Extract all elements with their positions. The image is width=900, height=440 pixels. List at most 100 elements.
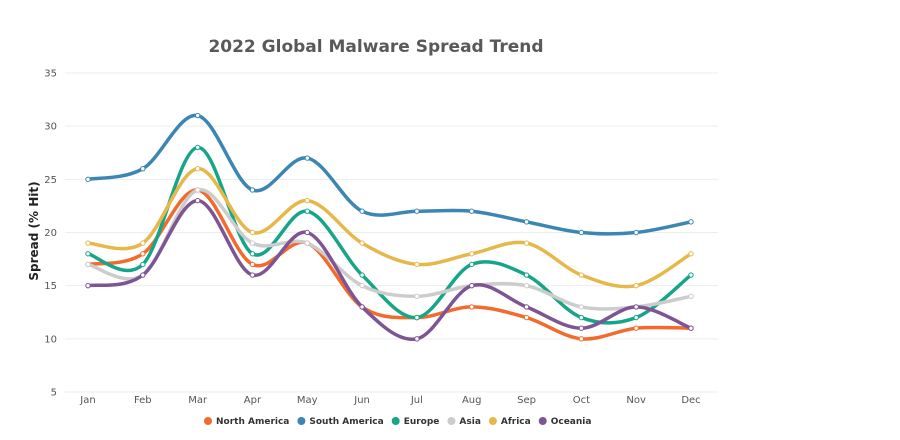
data-point: [249, 240, 256, 246]
data-point: [578, 272, 585, 278]
series-line-asia: [86, 188, 693, 311]
x-tick-label: May: [297, 395, 318, 406]
legend-item: Oceania: [538, 417, 592, 427]
data-point: [523, 282, 530, 289]
data-point: [688, 325, 694, 331]
data-point: [304, 229, 310, 236]
x-tick-label: Jul: [410, 395, 423, 406]
data-point: [359, 208, 365, 214]
legend: North America South America Europe Asia Afri…: [204, 417, 591, 427]
data-point: [85, 176, 91, 183]
data-point: [633, 282, 639, 289]
data-point: [523, 314, 530, 321]
x-tick-label: Nov: [626, 395, 646, 406]
data-point: [578, 229, 585, 236]
data-point: [194, 166, 201, 172]
series-north-america: [85, 187, 694, 342]
y-tick-label: 15: [44, 281, 57, 292]
data-point: [523, 272, 530, 278]
legend-label: South America: [309, 417, 383, 427]
data-point: [194, 144, 201, 151]
x-tick-label: Mar: [188, 395, 208, 406]
data-point: [194, 197, 201, 204]
series-lines: [85, 112, 694, 342]
data-point: [359, 240, 365, 246]
data-point: [194, 187, 201, 193]
x-tick-label: Jun: [353, 395, 370, 406]
data-point: [523, 219, 530, 225]
data-point: [578, 336, 585, 342]
data-point: [85, 261, 91, 268]
data-point: [140, 272, 146, 278]
data-point: [688, 272, 694, 278]
data-point: [469, 208, 475, 214]
y-tick-label: 25: [44, 175, 57, 186]
data-point: [85, 240, 91, 246]
legend-marker: [204, 417, 212, 425]
data-point: [85, 251, 91, 257]
y-tick-label: 30: [44, 122, 57, 133]
data-point: [414, 336, 420, 342]
legend-item: Asia: [447, 417, 481, 427]
data-point: [359, 272, 365, 278]
data-point: [414, 314, 420, 321]
data-point: [249, 187, 256, 193]
x-axis-ticks: Jan Feb Mar Apr May Jun Jul Aug Sep Oct Nov Dec: [79, 395, 700, 406]
data-point: [249, 272, 256, 278]
data-point: [633, 229, 639, 236]
data-point: [633, 325, 639, 331]
series-africa: [85, 166, 694, 289]
y-tick-label: 20: [44, 228, 57, 239]
series-line-africa: [86, 166, 693, 289]
data-point: [249, 261, 256, 268]
legend-marker: [447, 417, 456, 425]
legend-item: North America: [204, 417, 289, 427]
data-point: [249, 229, 256, 236]
y-tick-label: 5: [51, 388, 57, 399]
data-point: [304, 208, 310, 214]
legend-item: Africa: [488, 417, 531, 427]
x-tick-label: Aug: [462, 395, 482, 406]
y-axis-label: Spread (% Hit): [27, 181, 41, 280]
data-point: [140, 240, 146, 246]
x-tick-label: Jan: [79, 395, 95, 406]
x-tick-label: Apr: [244, 395, 262, 406]
data-point: [414, 261, 420, 268]
data-point: [249, 251, 256, 257]
chart-title: 2022 Global Malware Spread Trend: [208, 37, 543, 57]
legend-marker: [297, 417, 306, 425]
legend-label: Asia: [459, 417, 480, 427]
data-point: [688, 219, 694, 225]
y-axis-ticks: 5 10 15 20 25 30 35: [44, 69, 57, 399]
legend-label: Oceania: [551, 417, 592, 427]
data-point: [578, 304, 585, 310]
data-point: [633, 304, 639, 310]
data-point: [523, 304, 530, 310]
data-point: [469, 304, 475, 310]
data-point: [304, 240, 310, 246]
x-tick-label: Sep: [517, 395, 536, 406]
data-point: [304, 155, 310, 161]
data-point: [523, 240, 530, 246]
series-europe: [85, 144, 694, 325]
data-point: [140, 166, 146, 172]
data-point: [688, 251, 694, 257]
data-point: [414, 208, 420, 214]
data-point: [140, 261, 146, 268]
data-point: [469, 261, 475, 268]
y-tick-label: 10: [44, 334, 57, 345]
data-point: [578, 314, 585, 321]
x-tick-label: Oct: [573, 395, 590, 406]
data-point: [359, 282, 365, 289]
legend-marker: [391, 417, 400, 425]
legend-label: Europe: [404, 417, 440, 427]
legend-item: South America: [297, 417, 384, 427]
data-point: [140, 251, 146, 257]
legend-label: Africa: [501, 417, 531, 427]
x-tick-label: Feb: [134, 395, 152, 406]
data-point: [304, 197, 310, 204]
data-point: [359, 304, 365, 310]
data-point: [85, 282, 91, 289]
data-point: [578, 325, 585, 331]
